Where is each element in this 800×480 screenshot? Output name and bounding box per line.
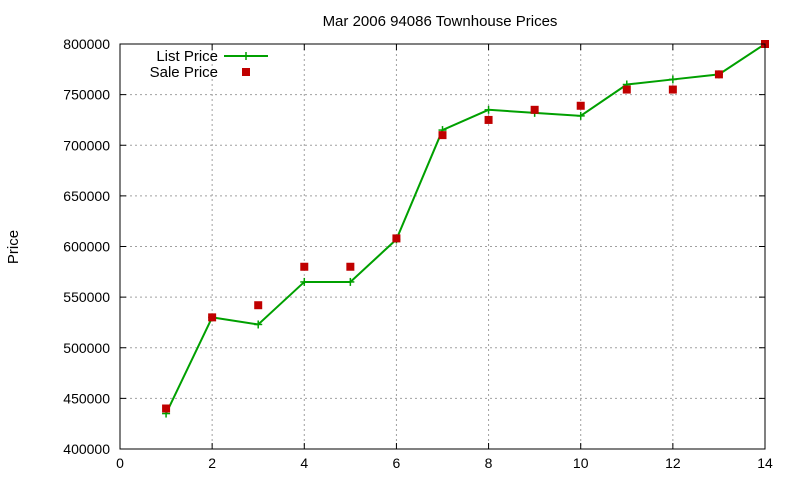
list-price-point xyxy=(576,111,585,120)
sale-price-point xyxy=(530,105,539,114)
x-tick-label: 6 xyxy=(393,455,401,471)
legend-label: Sale Price xyxy=(150,64,218,81)
plot-frame xyxy=(119,43,766,450)
list-price-point xyxy=(346,277,355,286)
y-tick-label: 650000 xyxy=(63,188,110,204)
x-tick-label: 8 xyxy=(485,455,493,471)
sale-price-point xyxy=(622,85,631,94)
y-axis-label: Price xyxy=(5,230,22,264)
y-tick-label: 800000 xyxy=(63,36,110,52)
sale-price-point xyxy=(576,101,585,110)
series-list-price xyxy=(162,40,769,418)
sale-price-point xyxy=(392,234,401,243)
list-price-point xyxy=(668,75,677,84)
y-tick-label: 600000 xyxy=(63,239,110,255)
y-tick-label: 750000 xyxy=(63,87,110,103)
data-series xyxy=(162,40,769,418)
list-price-line xyxy=(165,43,766,414)
legend-swatch-marker xyxy=(242,68,250,76)
grid-lines xyxy=(120,44,765,449)
list-price-point xyxy=(300,277,309,286)
y-tick-label: 450000 xyxy=(63,390,110,406)
sale-price-point xyxy=(254,301,263,310)
sale-price-point xyxy=(438,131,447,140)
x-tick-label: 10 xyxy=(573,455,589,471)
list-price-point xyxy=(484,105,493,114)
sale-price-point xyxy=(484,115,493,124)
y-tick-label: 500000 xyxy=(63,340,110,356)
series-sale-price xyxy=(162,40,769,413)
x-tick-label: 12 xyxy=(665,455,681,471)
x-tick-label: 2 xyxy=(208,455,216,471)
sale-price-point xyxy=(668,85,677,94)
y-tick-label: 700000 xyxy=(63,137,110,153)
sale-price-point xyxy=(162,404,171,413)
legend-swatch-marker xyxy=(242,52,250,60)
y-tick-label: 400000 xyxy=(63,441,110,457)
x-tick-label: 0 xyxy=(116,455,124,471)
x-tick-label: 4 xyxy=(300,455,308,471)
legend-label: List Price xyxy=(156,48,218,65)
list-price-point xyxy=(254,320,263,329)
sale-price-point xyxy=(300,262,309,271)
sale-price-point xyxy=(346,262,355,271)
sale-price-point xyxy=(208,313,217,322)
sale-price-point xyxy=(714,70,723,79)
y-tick-label: 550000 xyxy=(63,289,110,305)
chart-title: Mar 2006 94086 Townhouse Prices xyxy=(323,13,558,30)
x-tick-label: 14 xyxy=(757,455,773,471)
